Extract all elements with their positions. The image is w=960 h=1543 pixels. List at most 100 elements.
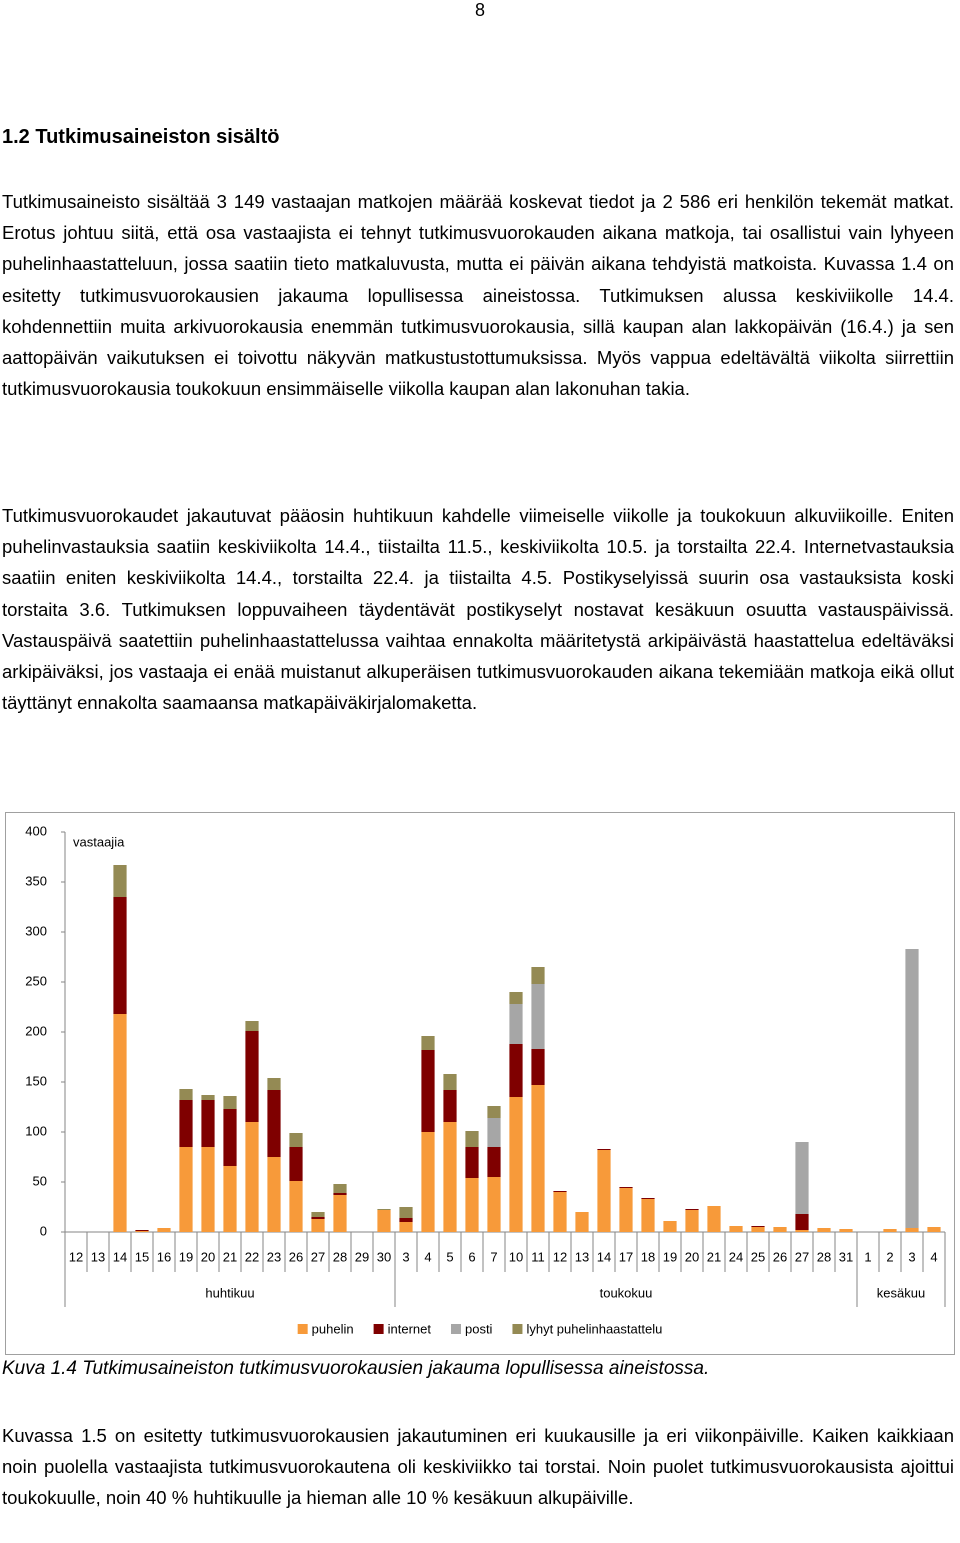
bar-segment xyxy=(531,967,545,984)
bar-segment xyxy=(333,1195,347,1232)
bar-segment xyxy=(487,1177,501,1232)
bar-segment xyxy=(267,1157,281,1232)
bar-segment xyxy=(245,1031,259,1122)
y-tick-label: 350 xyxy=(25,873,47,888)
bar-segment xyxy=(113,865,127,897)
bar-segment xyxy=(157,1228,171,1232)
x-group-label: kesäkuu xyxy=(877,1285,925,1300)
x-tick-label: 28 xyxy=(817,1249,831,1264)
x-tick-label: 1 xyxy=(864,1249,871,1264)
bar-segment xyxy=(267,1078,281,1090)
x-tick-label: 27 xyxy=(795,1249,809,1264)
x-group-label: huhtikuu xyxy=(205,1285,254,1300)
x-tick-label: 24 xyxy=(729,1249,743,1264)
bar-segment xyxy=(113,897,127,1014)
bar-segment xyxy=(289,1181,303,1232)
x-tick-label: 12 xyxy=(69,1249,83,1264)
x-tick-label: 21 xyxy=(223,1249,237,1264)
x-tick-label: 7 xyxy=(490,1249,497,1264)
bar-segment xyxy=(685,1209,699,1210)
x-tick-label: 6 xyxy=(468,1249,475,1264)
bar-segment xyxy=(113,1014,127,1232)
bar-segment xyxy=(245,1021,259,1031)
bar-segment xyxy=(905,1228,919,1232)
x-tick-label: 10 xyxy=(509,1249,523,1264)
x-tick-label: 18 xyxy=(641,1249,655,1264)
bar-segment xyxy=(487,1147,501,1177)
bar-segment xyxy=(927,1227,941,1232)
x-tick-label: 2 xyxy=(886,1249,893,1264)
bar-segment xyxy=(245,1122,259,1232)
bar-segment xyxy=(333,1193,347,1195)
legend-label: posti xyxy=(465,1321,493,1336)
x-tick-label: 11 xyxy=(531,1249,545,1264)
bar-segment xyxy=(795,1230,809,1232)
bar-segment xyxy=(531,1085,545,1232)
bar-segment xyxy=(311,1212,325,1217)
bar-segment xyxy=(509,1044,523,1097)
bar-segment xyxy=(377,1210,391,1232)
bar-segment xyxy=(619,1187,633,1188)
x-tick-label: 5 xyxy=(446,1249,453,1264)
x-tick-label: 20 xyxy=(201,1249,215,1264)
bar-segment xyxy=(729,1226,743,1232)
bar-segment xyxy=(685,1210,699,1232)
bar-segment xyxy=(663,1221,677,1232)
bar-segment xyxy=(135,1231,149,1232)
bar-segment xyxy=(311,1219,325,1232)
x-tick-label: 22 xyxy=(245,1249,259,1264)
bar-segment xyxy=(399,1207,413,1218)
bar-segment xyxy=(421,1036,435,1050)
x-tick-label: 12 xyxy=(553,1249,567,1264)
x-tick-label: 26 xyxy=(773,1249,787,1264)
bar-segment xyxy=(597,1150,611,1232)
bar-segment xyxy=(509,1097,523,1232)
bar-segment xyxy=(531,984,545,1049)
x-group-label: toukokuu xyxy=(600,1285,653,1300)
legend-label: lyhyt puhelinhaastattelu xyxy=(526,1321,662,1336)
bar-segment xyxy=(487,1118,501,1147)
x-tick-label: 14 xyxy=(113,1249,127,1264)
bar-segment xyxy=(201,1100,215,1147)
x-tick-label: 15 xyxy=(135,1249,149,1264)
x-tick-label: 29 xyxy=(355,1249,369,1264)
paragraph: Tutkimusvuorokaudet jakautuvat pääosin h… xyxy=(2,505,954,714)
bar-segment xyxy=(597,1149,611,1150)
bar-segment xyxy=(619,1188,633,1232)
bar-segment xyxy=(641,1199,655,1232)
bar-segment xyxy=(201,1095,215,1100)
x-tick-label: 27 xyxy=(311,1249,325,1264)
bar-segment xyxy=(839,1229,853,1232)
x-tick-label: 21 xyxy=(707,1249,721,1264)
bar-segment xyxy=(333,1184,347,1193)
bar-segment xyxy=(377,1209,391,1210)
chart-frame xyxy=(5,812,955,1355)
bar-segment xyxy=(553,1192,567,1232)
bar-segment xyxy=(817,1228,831,1232)
bar-segment xyxy=(223,1096,237,1109)
bar-segment xyxy=(399,1222,413,1232)
bar-segment xyxy=(707,1206,721,1232)
bar-segment xyxy=(443,1090,457,1122)
y-tick-label: 0 xyxy=(40,1223,47,1238)
bar-segment xyxy=(311,1217,325,1219)
x-tick-label: 4 xyxy=(930,1249,937,1264)
bar-segment xyxy=(135,1230,149,1231)
y-tick-label: 200 xyxy=(25,1023,47,1038)
bar-segment xyxy=(465,1131,479,1147)
x-tick-label: 30 xyxy=(377,1249,391,1264)
x-tick-label: 3 xyxy=(402,1249,409,1264)
bar-segment xyxy=(465,1178,479,1232)
bar-segment xyxy=(905,949,919,1228)
bar-segment xyxy=(465,1147,479,1178)
legend-label: puhelin xyxy=(312,1321,354,1336)
bar-segment xyxy=(443,1074,457,1090)
bar-segment xyxy=(773,1227,787,1232)
bar-segment xyxy=(751,1227,765,1232)
legend-label: internet xyxy=(388,1321,432,1336)
bar-segment xyxy=(223,1166,237,1232)
x-tick-label: 14 xyxy=(597,1249,611,1264)
y-tick-label: 250 xyxy=(25,973,47,988)
bar-segment xyxy=(509,992,523,1004)
